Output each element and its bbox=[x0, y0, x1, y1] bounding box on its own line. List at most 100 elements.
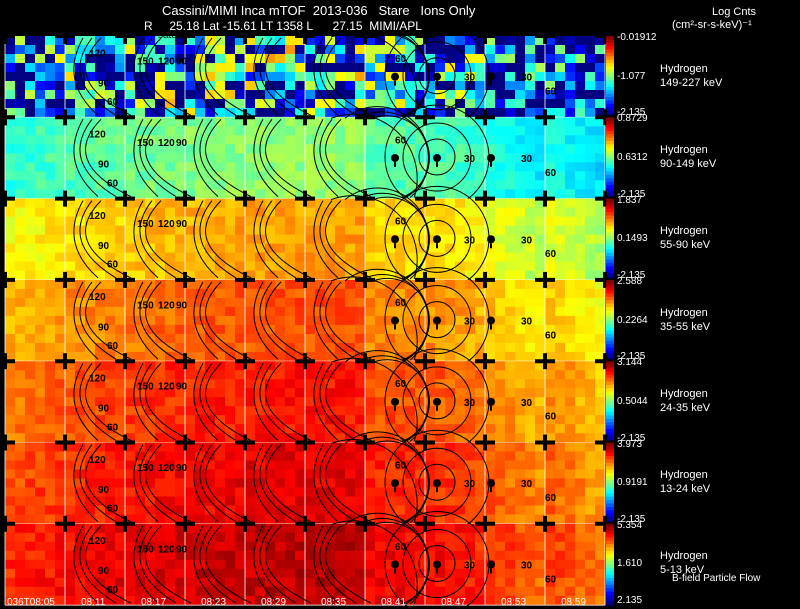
heatmap-cell bbox=[195, 270, 206, 281]
heatmap-cell bbox=[535, 72, 546, 82]
heatmap-cell bbox=[305, 487, 316, 497]
contour-line bbox=[139, 37, 177, 116]
heatmap-cell bbox=[405, 559, 416, 570]
heatmap-cell bbox=[15, 63, 26, 73]
heatmap-cell bbox=[155, 117, 166, 127]
saturn-label-right: saturn bbox=[352, 30, 380, 41]
heatmap-cell bbox=[445, 595, 456, 606]
heatmap-cell bbox=[385, 361, 396, 371]
heatmap-cell bbox=[495, 315, 506, 326]
heatmap-cell bbox=[495, 162, 506, 172]
heatmap-cell bbox=[485, 351, 496, 362]
heatmap-cell bbox=[15, 487, 26, 497]
heatmap-cell bbox=[85, 388, 96, 398]
heatmap-cell bbox=[375, 315, 386, 326]
heatmap-cell bbox=[545, 306, 556, 317]
contour-line bbox=[79, 281, 117, 360]
heatmap-cell bbox=[155, 577, 166, 588]
contour-line bbox=[325, 281, 372, 360]
heatmap-cell bbox=[25, 324, 36, 335]
heatmap-cell bbox=[535, 351, 546, 362]
heatmap-cell bbox=[105, 81, 116, 91]
heatmap-cell bbox=[425, 315, 436, 326]
heatmap-cell bbox=[505, 252, 516, 263]
heatmap-cell bbox=[435, 523, 446, 534]
heatmap-cell bbox=[285, 532, 296, 543]
heatmap-cell bbox=[225, 541, 236, 552]
colorbar-segment bbox=[606, 408, 614, 413]
heatmap-cell bbox=[225, 532, 236, 543]
heatmap-cell bbox=[65, 153, 76, 163]
heatmap-cell bbox=[55, 406, 66, 416]
colorbar-segment bbox=[606, 229, 614, 233]
heatmap-cell bbox=[375, 379, 386, 389]
heatmap-cell bbox=[345, 225, 356, 236]
heatmap-cell bbox=[455, 442, 466, 452]
heatmap-cell bbox=[365, 442, 376, 452]
heatmap-cell bbox=[425, 415, 436, 425]
heatmap-cell bbox=[475, 351, 486, 362]
heatmap-cell bbox=[385, 478, 396, 488]
heatmap-cell bbox=[515, 442, 526, 452]
contour-line bbox=[344, 187, 430, 280]
heatmap-cell bbox=[375, 460, 386, 470]
heatmap-cell bbox=[355, 487, 366, 497]
heatmap-cell bbox=[105, 595, 116, 606]
heatmap-cell bbox=[485, 108, 496, 118]
colorbar-segment bbox=[606, 49, 614, 54]
heatmap-cell bbox=[335, 568, 346, 579]
heatmap-cell bbox=[85, 315, 96, 326]
contour-label: 150 bbox=[137, 544, 154, 555]
heatmap-cell bbox=[275, 496, 286, 506]
heatmap-cell bbox=[555, 397, 566, 407]
heatmap-cell bbox=[245, 469, 256, 479]
heatmap-cell bbox=[75, 72, 86, 82]
heatmap-cell bbox=[595, 45, 606, 55]
heatmap-cell bbox=[465, 288, 476, 299]
heatmap-cell bbox=[525, 541, 536, 552]
heatmap-cell bbox=[35, 144, 46, 154]
heatmap-cell bbox=[375, 324, 386, 335]
heatmap-cell bbox=[285, 306, 296, 317]
heatmap-cell bbox=[55, 514, 66, 524]
heatmap-cell bbox=[395, 424, 406, 434]
heatmap-cell bbox=[465, 478, 476, 488]
heatmap-cell bbox=[505, 63, 516, 73]
heatmap-cell bbox=[545, 153, 556, 163]
heatmap-cell bbox=[295, 487, 306, 497]
heatmap-cell bbox=[45, 216, 56, 227]
heatmap-cell bbox=[315, 370, 326, 380]
heatmap-cell bbox=[495, 261, 506, 272]
heatmap-cell bbox=[195, 379, 206, 389]
heatmap-cell bbox=[235, 36, 246, 46]
heatmap-cell bbox=[555, 379, 566, 389]
heatmap-cell bbox=[85, 586, 96, 597]
heatmap-cell bbox=[255, 315, 266, 326]
heatmap-cell bbox=[245, 54, 256, 64]
heatmap-cell bbox=[455, 225, 466, 236]
heatmap-cell bbox=[275, 297, 286, 308]
heatmap-cell bbox=[575, 99, 586, 109]
colorbar-segment bbox=[606, 36, 614, 40]
heatmap-cell bbox=[295, 532, 306, 543]
heatmap-cell bbox=[275, 225, 286, 236]
heatmap-cell bbox=[25, 243, 36, 254]
heatmap-cell bbox=[355, 72, 366, 82]
heatmap-cell bbox=[215, 333, 226, 344]
contour-ring bbox=[402, 366, 472, 436]
heatmap-cell bbox=[585, 361, 596, 371]
heatmap-cell bbox=[335, 496, 346, 506]
contour-label: 30 bbox=[521, 154, 533, 165]
heatmap-cell bbox=[575, 270, 586, 281]
heatmap-cell bbox=[465, 162, 476, 172]
colorbar-mid: 0.6312 bbox=[617, 151, 648, 163]
heatmap-cell bbox=[545, 451, 556, 461]
heatmap-cell bbox=[65, 99, 76, 109]
colorbar-segment bbox=[606, 489, 614, 494]
contour-line bbox=[330, 520, 418, 605]
heatmap-cell bbox=[565, 63, 576, 73]
heatmap-cell bbox=[435, 496, 446, 506]
heatmap-cell bbox=[25, 288, 36, 299]
heatmap-cell bbox=[225, 397, 236, 407]
heatmap-cell bbox=[115, 126, 126, 136]
